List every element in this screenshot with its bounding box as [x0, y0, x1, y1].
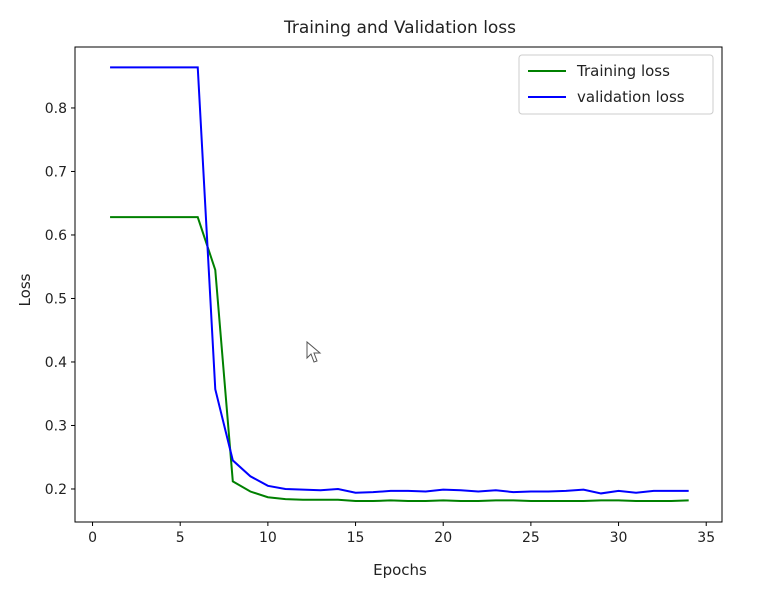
x-tick-label: 5 — [176, 530, 185, 546]
x-tick-label: 0 — [88, 530, 97, 546]
mouse-cursor-icon — [306, 340, 322, 363]
legend-box — [518, 54, 714, 115]
y-tick-label: 0.2 — [45, 482, 67, 498]
legend: Training loss validation loss — [518, 54, 714, 115]
series-line-validation — [110, 66, 689, 495]
x-tick-label: 10 — [259, 530, 277, 546]
chart-title: Training and Validation loss — [283, 18, 516, 38]
y-tick-label: 0.6 — [45, 228, 67, 244]
y-tick-label: 0.7 — [45, 164, 67, 180]
legend-label-training: Training loss — [576, 62, 670, 80]
y-tick-label: 0.4 — [45, 355, 67, 371]
x-axis-label: Epochs — [373, 561, 427, 579]
series-line-training — [110, 216, 689, 503]
y-axis-label: Loss — [16, 273, 34, 306]
y-tick-label: 0.8 — [45, 101, 67, 117]
y-tick-label: 0.3 — [45, 418, 67, 434]
x-tick-label: 30 — [610, 530, 628, 546]
legend-label-validation: validation loss — [577, 88, 685, 106]
x-tick-label: 35 — [697, 530, 715, 546]
x-tick-label: 20 — [434, 530, 452, 546]
x-tick-label: 15 — [347, 530, 365, 546]
plot-area — [74, 46, 723, 523]
x-tick-label: 25 — [522, 530, 540, 546]
y-tick-label: 0.5 — [45, 291, 67, 307]
